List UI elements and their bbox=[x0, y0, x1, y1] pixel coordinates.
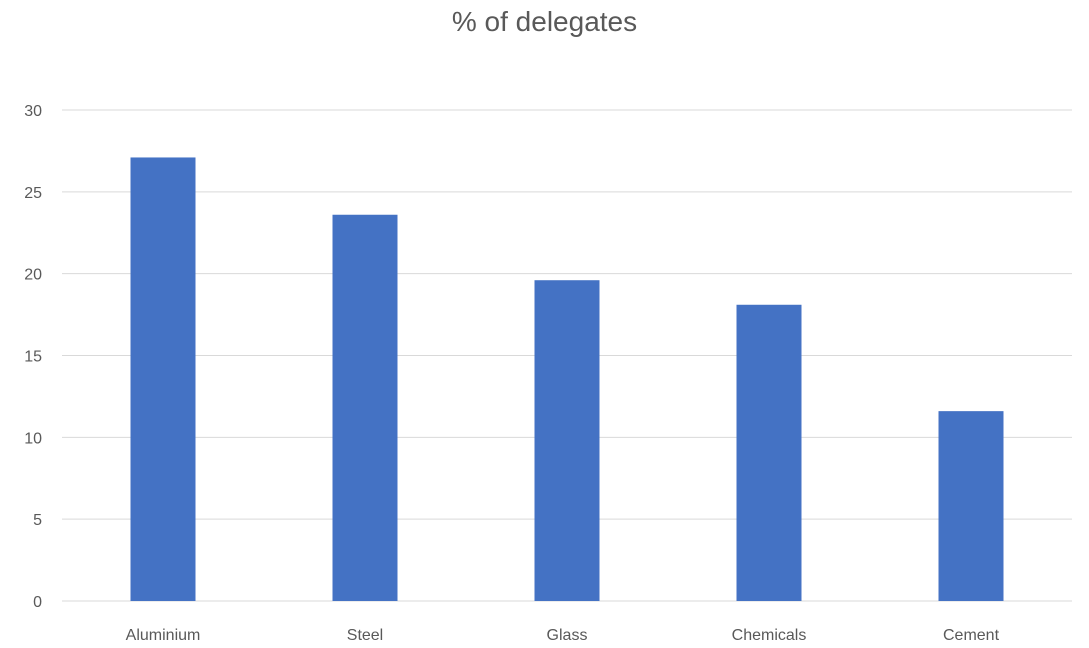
y-tick-label: 15 bbox=[24, 349, 42, 366]
x-tick-label: Chemicals bbox=[732, 627, 807, 644]
y-tick-label: 30 bbox=[24, 103, 42, 120]
bar-cement bbox=[938, 411, 1004, 601]
bar-steel bbox=[332, 214, 398, 601]
x-tick-label: Cement bbox=[943, 627, 1000, 644]
bar-aluminium bbox=[130, 157, 196, 602]
y-tick-label: 0 bbox=[33, 594, 42, 611]
x-tick-label: Aluminium bbox=[126, 627, 201, 644]
y-tick-label: 20 bbox=[24, 267, 42, 284]
x-axis-ticks: Aluminium Steel Glass Chemicals Cement bbox=[126, 627, 1000, 644]
bars bbox=[130, 157, 1004, 602]
y-tick-label: 25 bbox=[24, 185, 42, 202]
y-tick-label: 10 bbox=[24, 430, 42, 447]
x-tick-label: Glass bbox=[547, 627, 588, 644]
y-tick-label: 5 bbox=[33, 512, 42, 529]
bar-chemicals bbox=[736, 304, 802, 601]
x-tick-label: Steel bbox=[347, 627, 383, 644]
y-axis-ticks: 0 5 10 15 20 25 30 bbox=[24, 103, 42, 611]
chart-title: % of delegates bbox=[451, 6, 638, 37]
bar-glass bbox=[534, 280, 600, 601]
